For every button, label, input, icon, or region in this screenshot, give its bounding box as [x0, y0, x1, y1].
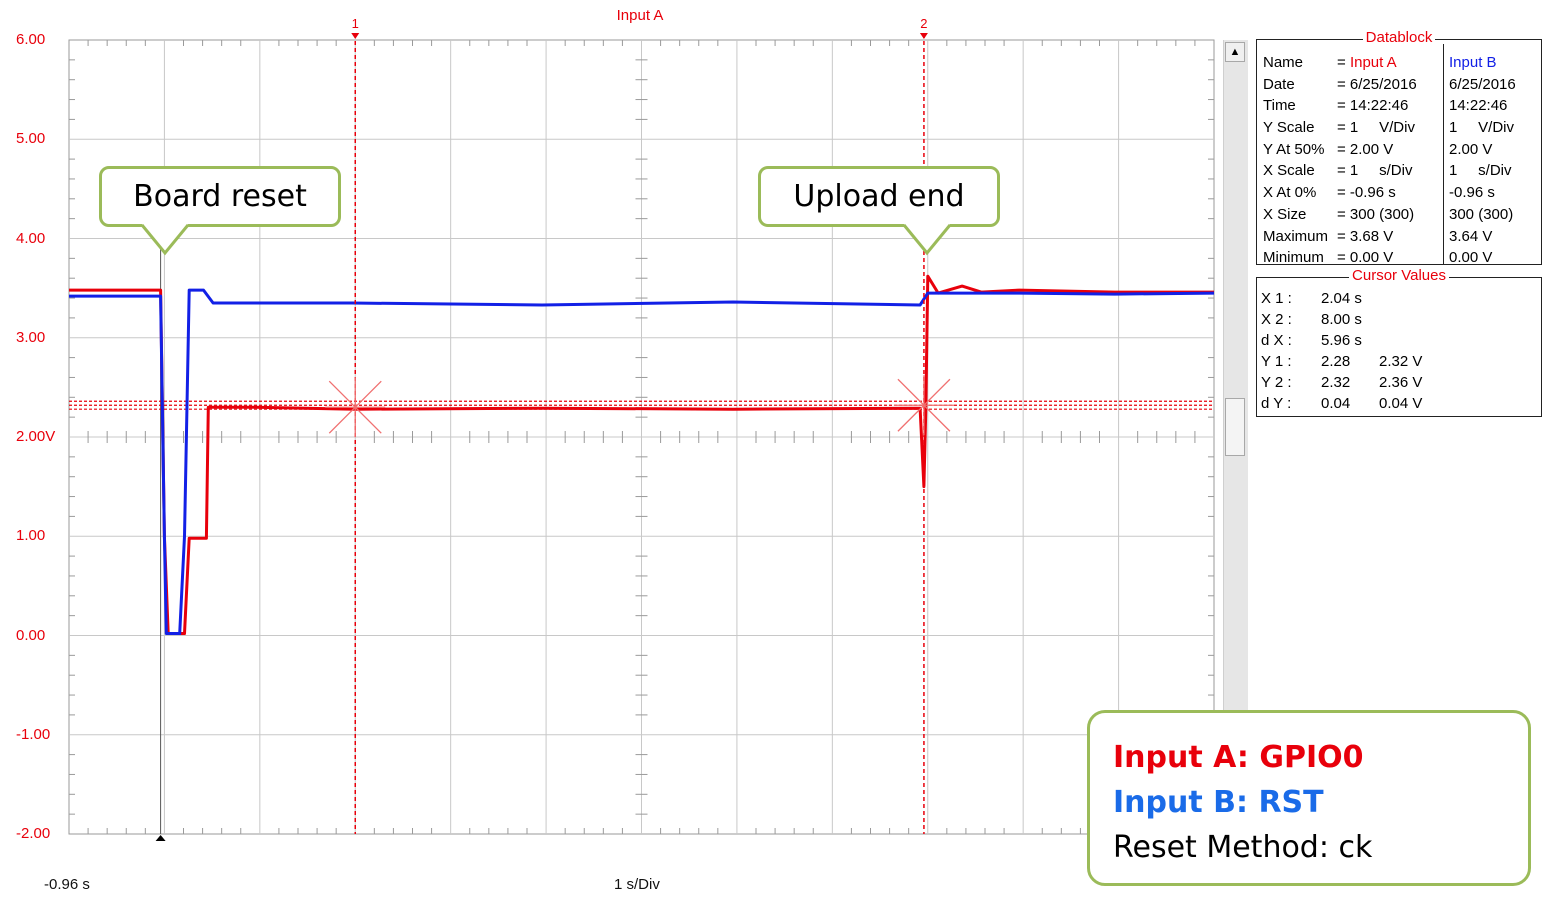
- datablock-cell: 14:22:46: [1449, 97, 1508, 115]
- y-tick-label: 1.00: [16, 527, 46, 545]
- cursor-values-cell: 2.28: [1321, 353, 1351, 370]
- datablock-cell: 1 s/Div: [1449, 162, 1512, 180]
- cursor-values-cell: 2.32 V: [1379, 353, 1423, 370]
- cursor-values-cell: 0.04 V: [1379, 395, 1423, 412]
- datablock-cell: Name: [1263, 54, 1304, 71]
- legend-reset-method: Reset Method: ck: [1113, 830, 1373, 865]
- datablock-cell: -0.96 s: [1449, 184, 1495, 202]
- datablock-cell: = -0.96 s: [1337, 184, 1396, 202]
- datablock-input-b: Input B 6/25/2016 14:22:46 1 V/Div 2.00 V 1 s…: [1449, 52, 1516, 269]
- cursor-values-cell: 0.04: [1321, 395, 1351, 412]
- datablock-cell: Input B: [1449, 54, 1497, 71]
- datablock-cell: Minimum: [1263, 249, 1324, 267]
- cursor-values-labels: X 1 : X 2 : d X : Y 1 : Y 2 : d Y :: [1261, 288, 1292, 414]
- datablock-title: Datablock: [1362, 29, 1436, 46]
- y-tick-label: 4.00: [16, 229, 46, 247]
- datablock-cell: = 3.68 V: [1337, 227, 1394, 245]
- cursor-values-cell: 5.96 s: [1321, 332, 1362, 349]
- cursor-values-cell: [1379, 288, 1422, 309]
- datablock-cell: = 0.00 V: [1337, 249, 1394, 267]
- datablock-cell: X At 0%: [1263, 184, 1317, 202]
- datablock-cell: = Input A: [1337, 54, 1397, 71]
- datablock-cell: = 14:22:46: [1337, 97, 1409, 115]
- scroll-up-arrow-icon[interactable]: ▲: [1225, 42, 1245, 62]
- cursor-2-crosshair-icon: [893, 375, 954, 436]
- datablock-cell: Time: [1263, 97, 1296, 115]
- cursor-values-cell: 2.36 V: [1379, 374, 1423, 391]
- cursor-values-title: Cursor Values: [1349, 267, 1449, 284]
- datablock-cell: Y At 50%: [1263, 140, 1325, 158]
- datablock-cell: = 2.00 V: [1337, 140, 1394, 158]
- board-reset-text: Board reset: [133, 179, 307, 214]
- datablock-cell: Date: [1263, 75, 1295, 93]
- cursor-2-marker-icon[interactable]: [919, 33, 928, 39]
- legend-box: Input A: GPIO0 Input B: RST Reset Method…: [1087, 710, 1531, 886]
- datablock-labels: Name Date Time Y Scale Y At 50% X Scale X At 0…: [1263, 52, 1328, 269]
- cursor-values-panel: Cursor Values X 1 : X 2 : d X : Y 1 : Y 2 : d…: [1256, 267, 1542, 417]
- cursor-1-crosshair-icon: [325, 377, 386, 438]
- y-tick-label: 0.00: [16, 626, 46, 644]
- board-reset-callout-tail: [140, 224, 190, 256]
- datablock-cell: 300 (300): [1449, 205, 1514, 223]
- upload-end-callout: Upload end: [758, 166, 1000, 227]
- cursor-values-cell: d Y :: [1261, 395, 1292, 412]
- x-start-label: -0.96 s: [44, 876, 90, 893]
- cursor-number-label: 2: [920, 16, 928, 31]
- datablock-cell: = 1 s/Div: [1337, 162, 1413, 180]
- cursor-values-cell: [1379, 330, 1422, 351]
- datablock-cell: Y Scale: [1263, 119, 1315, 137]
- series-line-input-b: [69, 288, 1215, 635]
- legend-input-a: Input A: GPIO0: [1113, 740, 1364, 775]
- cursor-values-b: 2.32 V 2.36 V 0.04 V: [1379, 288, 1422, 414]
- cursor-values-cell: 8.00 s: [1321, 311, 1362, 328]
- cursor-values-cell: X 1 :: [1261, 290, 1292, 307]
- datablock-cell: X Size: [1263, 205, 1307, 223]
- y-tick-label: 3.00: [16, 328, 46, 346]
- trigger-marker-icon: [155, 835, 166, 841]
- y-tick-label: -2.00: [16, 825, 51, 842]
- datablock-cell: Maximum: [1263, 227, 1329, 245]
- upload-end-callout-tail: [902, 224, 952, 256]
- y-tick-label: 2.00V: [16, 428, 56, 445]
- cursor-1-marker-icon[interactable]: [351, 33, 360, 39]
- y-tick-label: 6.00: [16, 31, 46, 48]
- scroll-thumb[interactable]: [1225, 398, 1245, 456]
- datablock-cell: 6/25/2016: [1449, 75, 1516, 93]
- datablock-cell: 1 V/Div: [1449, 119, 1515, 137]
- datablock-cell: X Scale: [1263, 162, 1315, 180]
- board-reset-callout: Board reset: [99, 166, 341, 227]
- datablock-cell: 0.00 V: [1449, 249, 1493, 267]
- cursor-number-label: 1: [351, 16, 359, 31]
- legend-input-b: Input B: RST: [1113, 785, 1324, 820]
- datablock-cell: = 6/25/2016: [1337, 75, 1417, 93]
- upload-end-text: Upload end: [793, 179, 965, 214]
- datablock-cell: = 300 (300): [1337, 205, 1415, 223]
- y-tick-label: 5.00: [16, 130, 46, 148]
- cursor-values-cell: [1379, 309, 1422, 330]
- x-scale-label: 1 s/Div: [614, 876, 660, 893]
- cursor-values-cell: Y 2 :: [1261, 374, 1292, 391]
- y-tick-label: -1.00: [16, 725, 51, 743]
- datablock-panel: Datablock Name Date Time Y Scale Y At 50% X S…: [1256, 29, 1542, 266]
- datablock-input-a: = Input A = 6/25/2016 = 14:22:46 = 1 V/Div =…: [1337, 52, 1417, 269]
- datablock-cell: 3.64 V: [1449, 227, 1493, 245]
- cursor-values-cell: Y 1 :: [1261, 353, 1292, 370]
- plot-input-title: Input A: [616, 7, 664, 24]
- cursor-values-cell: 2.04 s: [1321, 290, 1362, 307]
- datablock-cell: 2.00 V: [1449, 140, 1493, 158]
- cursor-values-cell: X 2 :: [1261, 311, 1292, 328]
- datablock-cell: = 1 V/Div: [1337, 119, 1415, 137]
- cursor-values-cell: 2.32: [1321, 374, 1351, 391]
- cursor-values-cell: d X :: [1261, 332, 1292, 349]
- cursor-values-a: 2.04 s 8.00 s 5.96 s 2.28 2.32 0.04: [1321, 288, 1362, 414]
